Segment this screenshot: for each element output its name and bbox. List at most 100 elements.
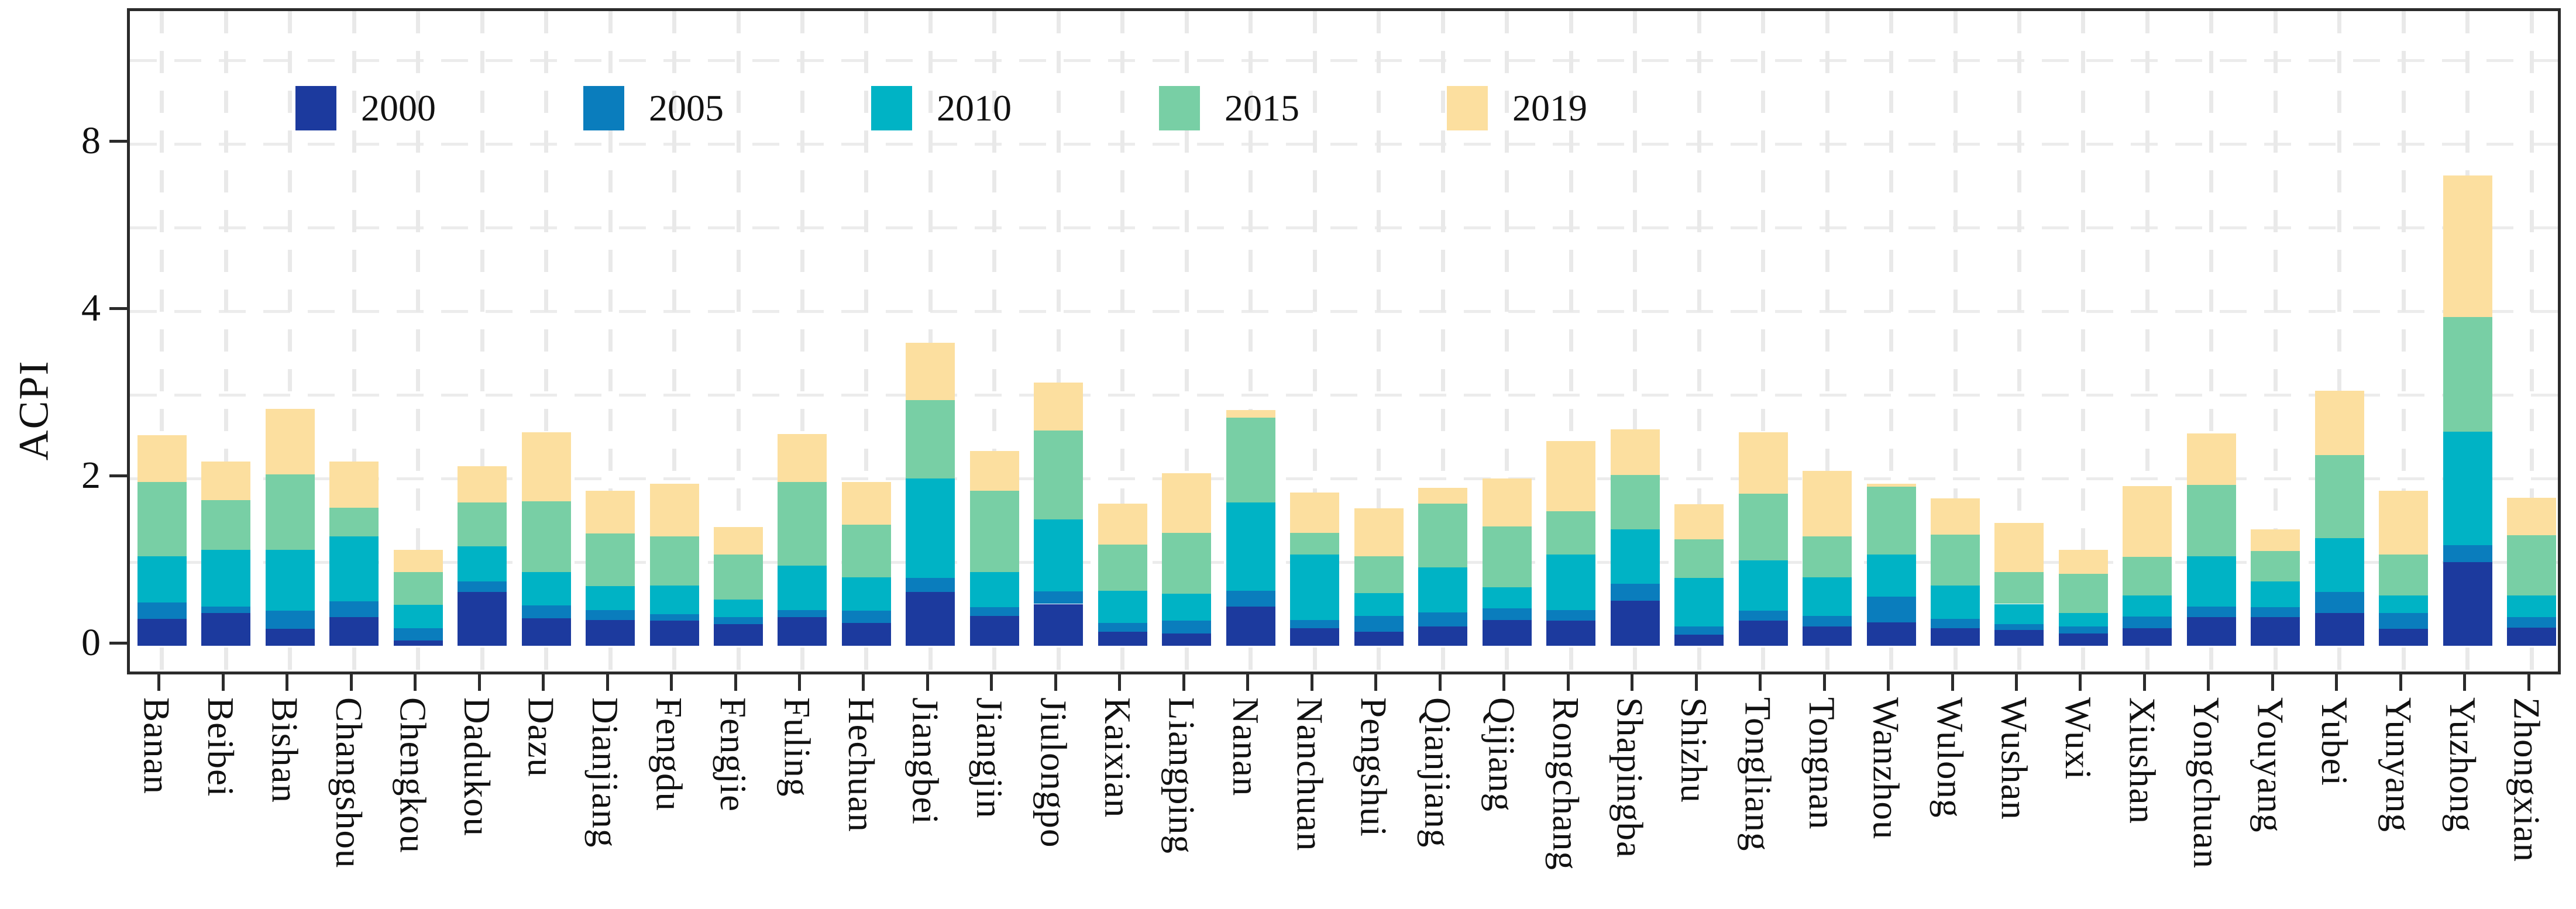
bar-segment-Jiangjin-2005 (969, 607, 1019, 616)
bar-segment-Beibei-2000 (201, 613, 251, 646)
vertical-gridline (800, 11, 804, 672)
x-tick-Jiulongpo (1054, 674, 1057, 691)
legend-swatch-2010 (871, 86, 912, 130)
vertical-gridline (480, 11, 484, 672)
bar-segment-Wanzhou-2019 (1866, 483, 1916, 487)
bar-segment-Bishan-2005 (265, 610, 315, 629)
vertical-gridline (352, 11, 356, 672)
vertical-gridline (1761, 11, 1766, 672)
bar-segment-Fuling-2000 (778, 617, 827, 646)
bar-segment-Chengkou-2000 (393, 641, 443, 646)
vertical-gridline (223, 11, 228, 672)
x-label-Zhongxian: Zhongxian (2506, 697, 2547, 862)
bar-segment-Tongnan-2000 (1803, 626, 1852, 646)
bar-segment-Liangping-2015 (1162, 532, 1212, 594)
legend-label: 2005 (649, 87, 724, 129)
bar-segment-Jiangbei-2019 (906, 343, 955, 400)
bar-segment-Xiushan-2000 (2123, 628, 2172, 646)
vertical-gridline (1569, 11, 1573, 672)
bar-segment-Dianjiang-2000 (586, 619, 635, 646)
bar-segment-Wushan-2015 (1994, 572, 2044, 604)
vertical-gridline (672, 11, 677, 672)
bar-segment-Tongnan-2010 (1803, 577, 1852, 616)
bar-segment-Liangping-2019 (1162, 473, 1212, 533)
x-tick-Fengdu (670, 674, 673, 691)
bar-segment-Qianjiang-2005 (1418, 612, 1468, 627)
legend-label: 2010 (937, 87, 1012, 129)
x-tick-Tongliang (1759, 674, 1762, 691)
y-tick-label: 2 (81, 454, 101, 497)
bar-segment-Yunyang-2019 (2379, 491, 2429, 555)
x-tick-Zhongxian (2527, 674, 2530, 691)
bar-segment-Nanan-2019 (1226, 409, 1275, 418)
bar-segment-Fengjie-2010 (714, 600, 763, 618)
bar-segment-Hechuan-2000 (841, 623, 891, 646)
bar-segment-Dadukou-2005 (458, 581, 507, 593)
bar-segment-Dianjiang-2019 (586, 491, 635, 534)
bar-segment-Yubei-2005 (2314, 592, 2364, 614)
vertical-gridline (2209, 11, 2214, 672)
bar-segment-Yuzhong-2005 (2443, 545, 2492, 562)
bar-segment-Shapingba-2010 (1610, 529, 1660, 584)
horizontal-gridline (130, 561, 2558, 564)
x-label-Youyang: Youyang (2250, 697, 2291, 833)
bar-segment-Pengshui-2000 (1354, 631, 1404, 646)
x-label-Yuzhong: Yuzhong (2441, 697, 2483, 832)
x-label-Pengshui: Pengshui (1353, 697, 1394, 838)
y-tick-8 (109, 139, 127, 143)
bar-segment-Dazu-2005 (521, 605, 571, 618)
vertical-gridline (2017, 11, 2021, 672)
y-tick-4 (109, 307, 127, 310)
vertical-gridline (1440, 11, 1445, 672)
x-label-Kaixian: Kaixian (1096, 697, 1138, 818)
bar-segment-Jiulongpo-2000 (1034, 604, 1084, 646)
x-label-Tongliang: Tongliang (1737, 697, 1779, 852)
bar-segment-Jiangbei-2005 (906, 578, 955, 593)
bar-segment-Jiangjin-2015 (969, 491, 1019, 573)
bar-segment-Chengkou-2005 (393, 628, 443, 641)
bar-segment-Fuling-2005 (778, 610, 827, 618)
bar-segment-Tongnan-2005 (1803, 615, 1852, 627)
bar-segment-Fuling-2019 (778, 434, 827, 482)
bar-segment-Wuxi-2005 (2058, 626, 2108, 633)
bar-segment-Banan-2019 (137, 435, 187, 482)
legend-entry-2015: 2015 (1159, 86, 1299, 130)
bar-segment-Chengkou-2010 (393, 604, 443, 628)
bar-segment-Wuxi-2019 (2058, 549, 2108, 574)
vertical-gridline (1184, 11, 1189, 672)
bar-segment-Rongchang-2005 (1546, 610, 1596, 621)
x-label-Dianjiang: Dianjiang (584, 697, 626, 848)
bar-segment-Xiushan-2019 (2123, 486, 2172, 557)
bar-segment-Yubei-2015 (2314, 455, 2364, 538)
bar-segment-Chengkou-2015 (393, 572, 443, 605)
legend-label: 2019 (1512, 87, 1587, 129)
x-label-Yongchuan: Yongchuan (2185, 697, 2227, 869)
bar-segment-Yuzhong-2019 (2443, 175, 2492, 317)
bar-segment-Hechuan-2005 (841, 610, 891, 624)
bar-segment-Dadukou-2000 (458, 592, 507, 646)
bar-segment-Yongchuan-2010 (2186, 556, 2236, 607)
bar-segment-Shapingba-2015 (1610, 475, 1660, 530)
x-tick-Shapingba (1631, 674, 1634, 691)
bar-segment-Jiulongpo-2015 (1034, 431, 1084, 520)
x-label-Jiulongpo: Jiulongpo (1033, 697, 1074, 848)
vertical-gridline (1120, 11, 1125, 672)
bar-segment-Fengdu-2019 (649, 483, 699, 536)
bar-segment-Fengdu-2000 (649, 621, 699, 646)
bar-segment-Bishan-2015 (265, 474, 315, 550)
x-tick-Banan (157, 674, 161, 691)
vertical-gridline (2401, 11, 2406, 672)
bar-segment-Qianjiang-2010 (1418, 567, 1468, 612)
x-label-Chengkou: Chengkou (392, 697, 434, 853)
vertical-gridline (1825, 11, 1829, 672)
bar-segment-Rongchang-2010 (1546, 555, 1596, 610)
x-label-Hechuan: Hechuan (840, 697, 882, 832)
x-label-Wuxi: Wuxi (2057, 697, 2099, 780)
x-label-Yubei: Yubei (2313, 697, 2355, 786)
x-tick-Youyang (2271, 674, 2274, 691)
x-tick-Fuling (797, 674, 801, 691)
x-tick-Qijiang (1502, 674, 1506, 691)
bar-segment-Hechuan-2015 (841, 524, 891, 577)
legend-swatch-2005 (583, 86, 624, 130)
horizontal-gridline (130, 143, 2558, 146)
